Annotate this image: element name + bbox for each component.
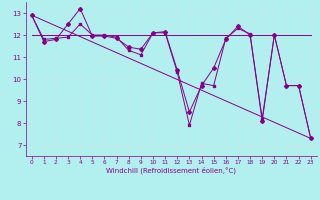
X-axis label: Windchill (Refroidissement éolien,°C): Windchill (Refroidissement éolien,°C)	[106, 167, 236, 174]
